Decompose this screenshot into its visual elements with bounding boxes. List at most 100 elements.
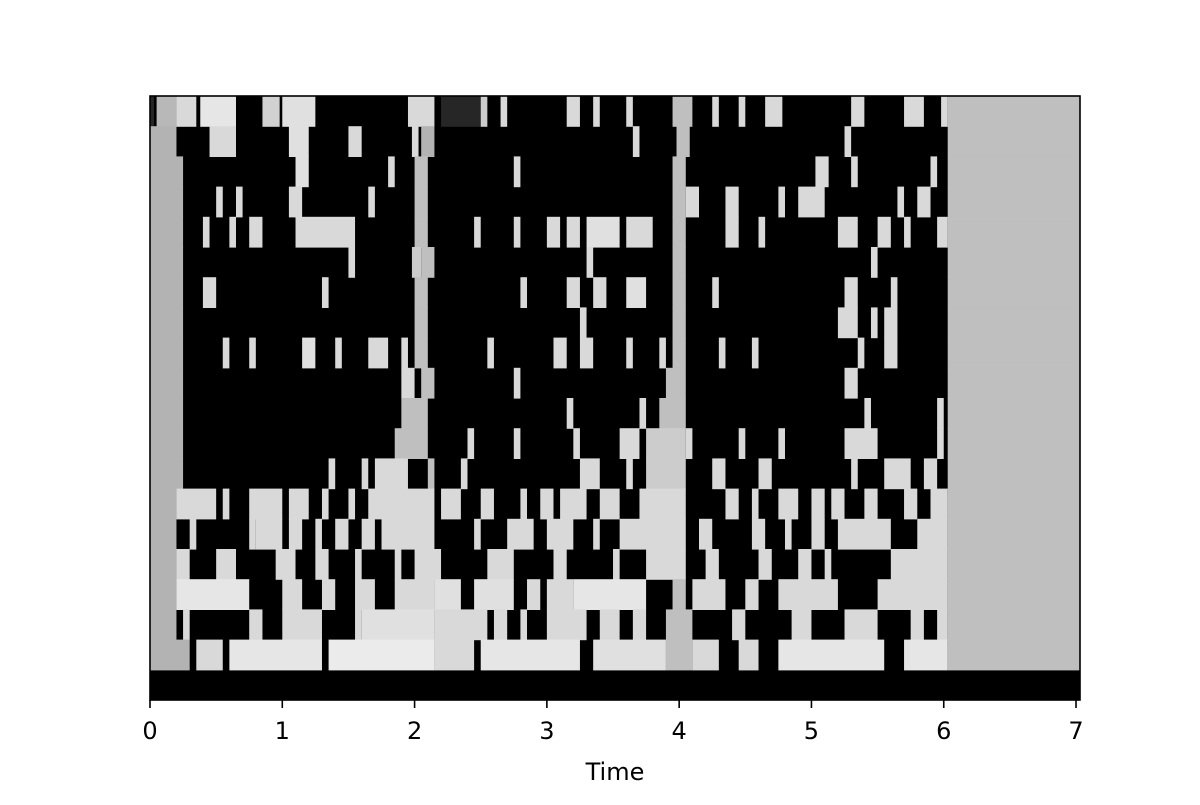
heatmap-cell	[546, 518, 574, 550]
heatmap-cell	[150, 579, 177, 610]
heatmap-cell	[361, 609, 435, 641]
heatmap-cell	[394, 428, 428, 459]
heatmap-cell	[778, 186, 785, 218]
heatmap-cell	[487, 549, 514, 580]
heatmap-cell	[348, 126, 362, 157]
heatmap-cell	[150, 518, 177, 550]
heatmap-cell	[282, 609, 322, 641]
heatmap-cell	[904, 216, 911, 248]
x-tick-label: 7	[1068, 717, 1083, 745]
heatmap-cell	[579, 458, 600, 490]
heatmap-cell	[937, 216, 948, 248]
heatmap-cell	[712, 96, 719, 127]
heatmap-cell	[460, 458, 468, 490]
heatmap-cell	[947, 126, 1080, 157]
heatmap-cell	[947, 96, 1080, 127]
heatmap-cell	[699, 518, 713, 550]
heatmap-cell	[665, 639, 693, 671]
heatmap-cell	[150, 96, 154, 127]
heatmap-cell	[646, 458, 686, 490]
heatmap-cell	[355, 549, 362, 580]
heatmap-cell	[361, 518, 375, 550]
heatmap-cell	[626, 277, 647, 308]
heatmap-cell	[229, 639, 322, 671]
heatmap-cell	[599, 609, 620, 641]
heatmap-cell	[758, 549, 772, 580]
heatmap-cell	[527, 579, 541, 610]
heatmap-cell	[183, 609, 190, 641]
heatmap-cell	[937, 398, 944, 429]
heatmap-cell	[401, 367, 415, 399]
heatmap-cell	[480, 488, 494, 520]
heatmap-cell	[712, 458, 726, 490]
heatmap-cell	[414, 156, 428, 188]
heatmap-cell	[579, 307, 587, 339]
heatmap-cell	[890, 549, 948, 580]
heatmap-cell	[566, 277, 580, 308]
heatmap-area	[150, 96, 1080, 700]
heatmap-cell	[401, 337, 408, 369]
heatmap-cell	[315, 518, 322, 550]
heatmap-cell	[947, 458, 1080, 490]
heatmap-cell	[321, 277, 329, 308]
heatmap-cell	[947, 549, 1080, 580]
heatmap-cell	[758, 458, 772, 490]
heatmap-cell	[593, 639, 666, 671]
heatmap-cell	[288, 488, 309, 520]
heatmap-cell	[411, 247, 422, 278]
heatmap-cell	[844, 609, 878, 641]
heatmap-cell	[467, 428, 475, 459]
x-tick-label: 5	[804, 717, 819, 745]
heatmap-cell	[434, 609, 488, 641]
heatmap-cell	[672, 579, 686, 610]
heatmap-cell	[216, 549, 236, 580]
heatmap-cell	[870, 307, 878, 339]
heatmap-cell	[573, 579, 647, 610]
heatmap-cell	[196, 639, 223, 671]
heatmap-cell	[864, 398, 871, 429]
heatmap-cell	[414, 307, 428, 339]
heatmap-cell	[573, 428, 580, 459]
heatmap-cell	[659, 337, 666, 369]
heatmap-cell	[851, 156, 858, 188]
heatmap-cell	[864, 488, 878, 520]
heatmap-cell	[910, 609, 924, 641]
heatmap-cell	[672, 156, 686, 188]
heatmap-cell	[176, 549, 190, 580]
heatmap-cell	[222, 488, 230, 520]
heatmap-cell	[441, 488, 461, 520]
heatmap-cell	[947, 639, 1080, 671]
heatmap-cell	[725, 186, 739, 218]
heatmap-cell	[613, 549, 620, 580]
heatmap-cell	[150, 216, 184, 248]
heatmap-cell	[150, 247, 184, 278]
heatmap-cell	[877, 216, 891, 248]
heatmap-cell	[917, 186, 931, 218]
heatmap-cell	[348, 247, 356, 278]
heatmap-cell	[434, 579, 461, 610]
heatmap-cell	[738, 639, 759, 671]
heatmap-cell	[553, 549, 567, 580]
heatmap-cell	[646, 549, 686, 580]
heatmap-cell	[626, 458, 633, 490]
heatmap-cell	[321, 579, 336, 610]
heatmap-cell	[348, 488, 356, 520]
heatmap-cell	[368, 186, 375, 218]
heatmap-cell	[851, 96, 865, 127]
heatmap-cell	[249, 609, 263, 641]
heatmap-cell	[593, 96, 600, 127]
heatmap-cell	[751, 488, 759, 520]
heatmap-cell	[947, 186, 1080, 218]
heatmap-cell	[947, 609, 1080, 641]
heatmap-cell	[249, 337, 256, 369]
heatmap-cell	[295, 156, 309, 188]
heatmap-cell	[150, 186, 184, 218]
heatmap-cell	[778, 639, 885, 671]
heatmap-cell	[566, 96, 580, 127]
heatmap-cell	[209, 126, 236, 157]
heatmap-cell	[407, 96, 435, 127]
heatmap-cell	[150, 156, 184, 188]
heatmap-cell	[156, 96, 177, 127]
heatmap-cell	[374, 458, 408, 490]
